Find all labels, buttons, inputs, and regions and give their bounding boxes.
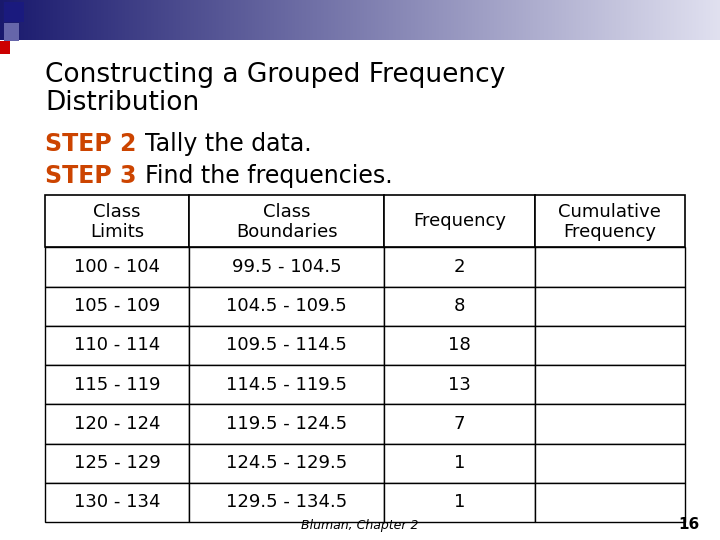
Bar [45, 443, 189, 483]
Text: Constructing a Grouped Frequency: Constructing a Grouped Frequency [45, 63, 505, 89]
Text: 13: 13 [448, 376, 471, 394]
Bar [384, 365, 534, 404]
Bar [45, 247, 189, 287]
Bar [4, 23, 19, 40]
Bar [0, 40, 9, 54]
Bar [384, 483, 534, 522]
Text: 104.5 - 109.5: 104.5 - 109.5 [226, 297, 347, 315]
Bar [189, 365, 384, 404]
Text: 129.5 - 134.5: 129.5 - 134.5 [226, 494, 347, 511]
Text: Bluman, Chapter 2: Bluman, Chapter 2 [301, 519, 419, 532]
Text: 125 - 129: 125 - 129 [73, 454, 161, 472]
Text: Tally the data.: Tally the data. [145, 132, 312, 157]
Bar [534, 365, 685, 404]
Text: STEP 3: STEP 3 [45, 164, 137, 188]
Text: 100 - 104: 100 - 104 [74, 258, 160, 276]
Text: 8: 8 [454, 297, 465, 315]
Text: Boundaries: Boundaries [235, 222, 338, 241]
Text: 124.5 - 129.5: 124.5 - 129.5 [226, 454, 347, 472]
Text: 1: 1 [454, 494, 465, 511]
Bar [45, 195, 189, 247]
Text: Find the frequencies.: Find the frequencies. [145, 164, 392, 188]
Text: 120 - 124: 120 - 124 [73, 415, 161, 433]
Bar [189, 483, 384, 522]
Bar [384, 326, 534, 365]
Text: 109.5 - 114.5: 109.5 - 114.5 [226, 336, 347, 354]
Text: Frequency: Frequency [413, 212, 506, 231]
Text: 110 - 114: 110 - 114 [74, 336, 160, 354]
Text: 7: 7 [454, 415, 465, 433]
Text: 105 - 109: 105 - 109 [74, 297, 160, 315]
Bar [384, 404, 534, 443]
Bar [45, 326, 189, 365]
Text: Distribution: Distribution [45, 90, 199, 117]
Bar [45, 365, 189, 404]
Bar [45, 483, 189, 522]
Text: Frequency: Frequency [563, 222, 657, 241]
Bar [384, 247, 534, 287]
Bar [189, 247, 384, 287]
Bar [534, 404, 685, 443]
Text: 16: 16 [679, 517, 700, 532]
Bar [384, 195, 534, 247]
Bar [189, 287, 384, 326]
Text: Class: Class [263, 203, 310, 221]
Bar [189, 404, 384, 443]
Text: 130 - 134: 130 - 134 [73, 494, 161, 511]
Text: 2: 2 [454, 258, 465, 276]
Text: Cumulative: Cumulative [559, 203, 661, 221]
Text: 18: 18 [448, 336, 471, 354]
Bar [534, 195, 685, 247]
Bar [189, 195, 384, 247]
Bar [189, 443, 384, 483]
Bar [189, 326, 384, 365]
Bar [384, 287, 534, 326]
Bar [534, 287, 685, 326]
Bar [45, 287, 189, 326]
Bar [534, 326, 685, 365]
Text: 119.5 - 124.5: 119.5 - 124.5 [226, 415, 347, 433]
Text: 1: 1 [454, 454, 465, 472]
Bar [534, 443, 685, 483]
Bar [4, 2, 24, 22]
Bar [534, 483, 685, 522]
Text: 99.5 - 104.5: 99.5 - 104.5 [232, 258, 341, 276]
Text: Limits: Limits [90, 222, 144, 241]
Bar [45, 404, 189, 443]
Bar [384, 443, 534, 483]
Text: 115 - 119: 115 - 119 [73, 376, 161, 394]
Bar [534, 247, 685, 287]
Text: 114.5 - 119.5: 114.5 - 119.5 [226, 376, 347, 394]
Text: STEP 2: STEP 2 [45, 132, 136, 157]
Text: Class: Class [94, 203, 140, 221]
